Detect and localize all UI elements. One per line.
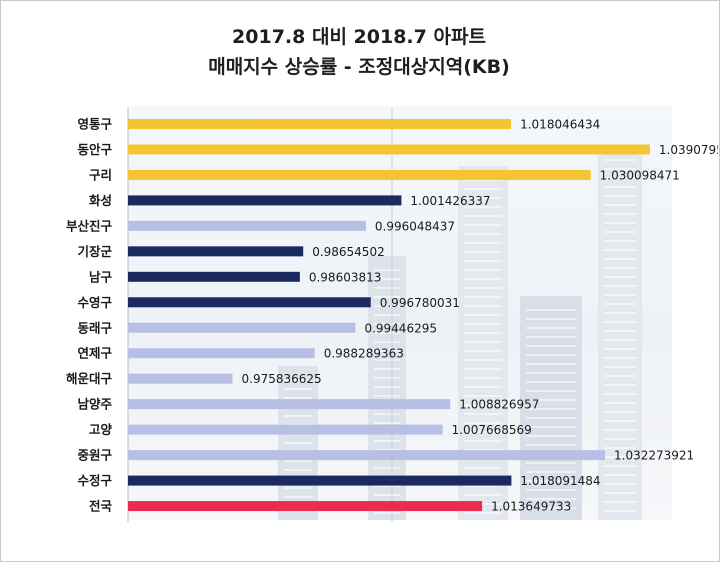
chart-title-line-1: 2017.8 대비 2018.7 아파트 bbox=[232, 26, 486, 48]
data-label: 1.013649733 bbox=[491, 500, 571, 514]
category-label: 고양 bbox=[89, 422, 113, 437]
category-label: 수영구 bbox=[77, 295, 112, 310]
data-label: 0.996048437 bbox=[375, 219, 455, 233]
category-label: 동안구 bbox=[77, 142, 112, 157]
bar bbox=[128, 144, 650, 155]
data-label: 0.98603813 bbox=[309, 270, 382, 284]
chart-title-line-2: 매매지수 상승률 - 조정대상지역(KB) bbox=[208, 56, 510, 78]
bar bbox=[128, 399, 451, 410]
data-label: 0.98654502 bbox=[312, 245, 385, 259]
data-label: 0.975836625 bbox=[242, 372, 322, 386]
category-label: 연제구 bbox=[77, 346, 112, 361]
data-label: 1.018091484 bbox=[520, 474, 600, 488]
bar bbox=[128, 271, 300, 282]
data-label: 1.008826957 bbox=[459, 398, 539, 412]
bar bbox=[128, 246, 304, 257]
bar bbox=[128, 322, 356, 333]
category-label: 해운대구 bbox=[66, 371, 113, 386]
category-label: 남양주 bbox=[77, 397, 112, 412]
data-label: 1.032273921 bbox=[614, 449, 694, 463]
data-label: 0.988289363 bbox=[324, 347, 404, 361]
bar bbox=[128, 424, 443, 435]
bar-series: 영통구 1.018046434 동안구 1.0390795 구리 1.030098471 화… bbox=[66, 117, 718, 514]
chart-title: 2017.8 대비 2018.7 아파트 매매지수 상승률 - 조정대상지역(K… bbox=[0, 22, 718, 82]
category-label: 남구 bbox=[89, 269, 113, 284]
category-label: 부산진구 bbox=[66, 218, 113, 233]
bar bbox=[128, 297, 371, 308]
bar bbox=[128, 195, 402, 206]
category-label: 전국 bbox=[89, 499, 113, 514]
data-label: 0.996780031 bbox=[380, 296, 460, 310]
data-label: 0.99446295 bbox=[364, 321, 437, 335]
bar bbox=[128, 475, 512, 486]
category-label: 기장군 bbox=[77, 244, 112, 259]
category-label: 구리 bbox=[89, 167, 112, 182]
bar bbox=[128, 501, 483, 512]
category-label: 중원구 bbox=[77, 448, 112, 463]
data-label: 1.018046434 bbox=[520, 118, 600, 132]
bar bbox=[128, 169, 591, 180]
bar bbox=[128, 119, 512, 129]
category-label: 화성 bbox=[89, 193, 112, 208]
category-label: 동래구 bbox=[77, 320, 112, 335]
data-label: 1.0390795 bbox=[659, 143, 718, 157]
data-label: 1.030098471 bbox=[600, 168, 680, 182]
bar bbox=[128, 450, 606, 461]
bar bbox=[128, 220, 366, 231]
category-label: 영통구 bbox=[77, 117, 112, 132]
bar bbox=[128, 348, 315, 359]
data-label: 1.007668569 bbox=[452, 423, 532, 437]
category-label: 수정구 bbox=[77, 473, 112, 488]
bar bbox=[128, 373, 233, 384]
data-label: 1.001426337 bbox=[410, 194, 490, 208]
